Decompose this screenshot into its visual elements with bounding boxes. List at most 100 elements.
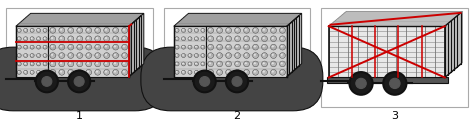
Circle shape (78, 45, 80, 47)
Bar (328, 26, 445, 77)
Circle shape (235, 53, 240, 58)
Circle shape (209, 71, 211, 73)
Circle shape (77, 69, 82, 75)
Circle shape (254, 37, 256, 39)
Circle shape (254, 29, 256, 31)
Circle shape (227, 29, 229, 31)
Circle shape (104, 44, 109, 50)
Circle shape (236, 37, 238, 39)
Circle shape (271, 61, 276, 67)
Circle shape (95, 53, 100, 58)
Circle shape (95, 28, 100, 33)
Circle shape (36, 71, 58, 92)
Circle shape (182, 54, 184, 56)
Circle shape (69, 37, 71, 39)
Circle shape (114, 37, 116, 39)
Circle shape (50, 69, 56, 75)
Circle shape (201, 62, 205, 66)
Circle shape (253, 61, 258, 67)
Circle shape (193, 71, 216, 92)
Circle shape (86, 69, 91, 75)
Circle shape (195, 54, 197, 56)
Circle shape (51, 37, 53, 39)
Circle shape (113, 28, 118, 33)
Circle shape (24, 46, 26, 47)
Circle shape (245, 37, 247, 39)
Circle shape (208, 61, 214, 67)
Circle shape (113, 53, 118, 58)
Circle shape (218, 29, 220, 31)
Circle shape (201, 70, 205, 74)
Circle shape (78, 37, 80, 39)
Circle shape (217, 28, 222, 33)
Circle shape (122, 28, 128, 33)
Circle shape (78, 71, 80, 73)
Circle shape (36, 54, 41, 58)
Circle shape (383, 72, 406, 95)
Circle shape (18, 46, 19, 47)
Circle shape (43, 37, 47, 41)
Circle shape (263, 62, 265, 64)
Circle shape (175, 37, 179, 41)
Circle shape (262, 69, 267, 75)
Circle shape (104, 53, 109, 58)
Circle shape (69, 45, 71, 47)
Circle shape (253, 28, 258, 33)
Circle shape (188, 62, 192, 66)
Circle shape (96, 45, 98, 47)
Circle shape (69, 62, 71, 64)
Circle shape (78, 29, 80, 31)
Circle shape (51, 62, 53, 64)
Circle shape (254, 45, 256, 47)
Circle shape (182, 63, 184, 64)
Circle shape (60, 54, 62, 56)
Circle shape (272, 54, 274, 56)
Circle shape (236, 45, 238, 47)
Circle shape (104, 36, 109, 42)
Circle shape (235, 28, 240, 33)
Circle shape (176, 71, 177, 73)
Circle shape (24, 37, 26, 39)
Circle shape (50, 61, 56, 67)
Circle shape (43, 70, 47, 74)
Circle shape (59, 53, 64, 58)
Circle shape (209, 29, 211, 31)
Circle shape (60, 29, 62, 31)
Circle shape (30, 62, 34, 66)
Circle shape (217, 53, 222, 58)
Circle shape (208, 28, 214, 33)
Circle shape (182, 46, 184, 47)
Bar (16, 26, 48, 77)
Circle shape (113, 44, 118, 50)
Circle shape (105, 71, 107, 73)
Circle shape (245, 54, 247, 56)
Circle shape (245, 71, 247, 73)
Circle shape (36, 62, 41, 66)
Circle shape (253, 44, 258, 50)
Circle shape (68, 61, 73, 67)
Circle shape (95, 69, 100, 75)
Circle shape (69, 71, 71, 73)
Circle shape (244, 69, 249, 75)
Circle shape (123, 45, 125, 47)
Circle shape (209, 62, 211, 64)
Circle shape (59, 44, 64, 50)
Circle shape (194, 37, 199, 41)
Bar (6, 8, 153, 107)
Circle shape (31, 37, 33, 39)
Circle shape (236, 62, 238, 64)
Circle shape (281, 54, 283, 56)
Circle shape (123, 71, 125, 73)
Circle shape (217, 36, 222, 42)
Circle shape (113, 36, 118, 42)
Circle shape (227, 45, 229, 47)
Circle shape (24, 54, 26, 56)
Circle shape (44, 29, 46, 31)
Circle shape (86, 36, 91, 42)
Circle shape (36, 37, 41, 41)
Circle shape (195, 29, 197, 31)
Circle shape (17, 45, 21, 49)
Circle shape (253, 53, 258, 58)
Circle shape (104, 61, 109, 67)
Circle shape (235, 69, 240, 75)
